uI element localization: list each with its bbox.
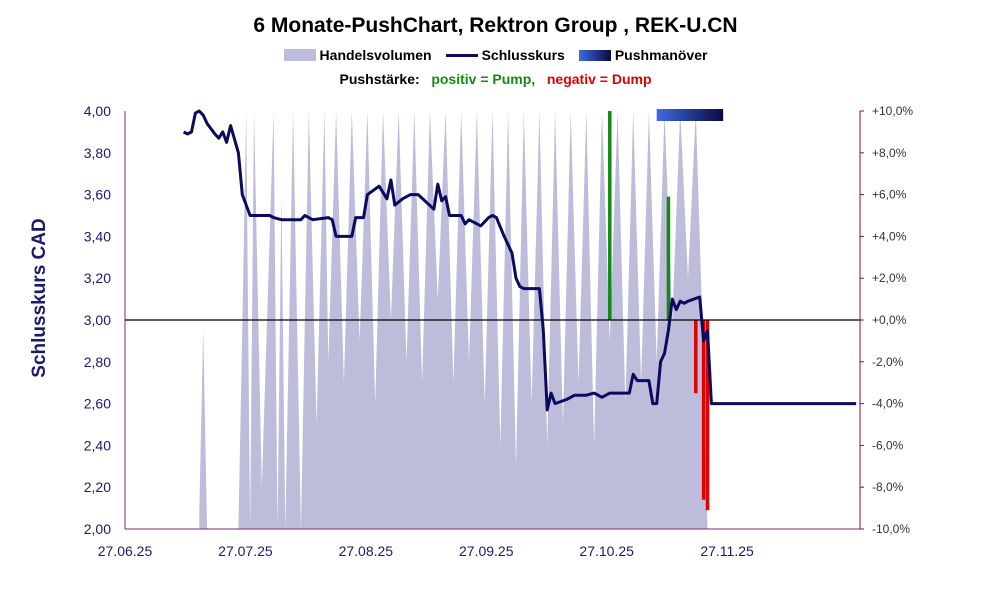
dump-bar <box>694 320 698 394</box>
legend-item-push: Pushmanöver <box>578 47 708 63</box>
legend-swatch-volume <box>283 49 316 61</box>
legend-item-volume: Handelsvolumen <box>283 47 432 63</box>
legend-swatch-push <box>578 49 611 61</box>
dump-bar <box>705 320 710 511</box>
y-tick-label: 4,00 <box>84 103 111 119</box>
x-tick-label: 27.11.25 <box>700 543 754 559</box>
y2-tick-label: -10,0% <box>872 522 910 536</box>
y2-tick-label: -8,0% <box>872 480 904 494</box>
volume-layer <box>199 111 708 529</box>
y-tick-label: 2,60 <box>84 396 111 412</box>
x-tick-label: 27.06.25 <box>98 543 153 559</box>
close-price-line <box>182 109 857 412</box>
y-tick-label: 3,80 <box>84 145 111 161</box>
y2-tick-label: +6,0% <box>872 188 907 202</box>
push-negative-label: negativ = Dump <box>546 71 652 87</box>
legend-swatch-close <box>445 53 478 57</box>
y-tick-label: 2,80 <box>84 354 111 370</box>
push-layer <box>608 109 724 511</box>
legend: Handelsvolumen Schlusskurs Pushmanöver <box>0 47 991 63</box>
y2-tick-label: -6,0% <box>872 438 904 452</box>
x-tick-label: 27.09.25 <box>459 543 514 559</box>
legend-label-close: Schlusskurs <box>481 47 565 63</box>
push-strength-label: Pushstärke: <box>339 71 420 87</box>
y-tick-label: 3,60 <box>84 187 111 203</box>
y2-tick-label: +8,0% <box>872 146 907 160</box>
legend-item-close: Schlusskurs <box>445 47 565 63</box>
dump-bar <box>701 320 706 500</box>
y2-tick-label: +0,0% <box>872 313 907 327</box>
y2-tick-label: -2,0% <box>872 355 904 369</box>
tick-layer: 4,00 3,80 3,60 3,40 3,20 3,00 2,80 2,60 2,40 2,20… <box>84 103 914 559</box>
pump-bar <box>608 111 612 320</box>
pump-bar <box>666 196 671 320</box>
y-tick-label: 3,20 <box>84 270 111 286</box>
push-period-bar <box>656 109 724 121</box>
push-positive-label: positiv = Pump, <box>431 71 536 87</box>
chart-title: 6 Monate-PushChart, Rektron Group , REK-… <box>253 14 738 37</box>
y2-tick-label: -4,0% <box>872 397 904 411</box>
legend-label-push: Pushmanöver <box>614 47 708 63</box>
y-tick-label: 2,20 <box>84 479 111 495</box>
volume-area <box>199 111 708 529</box>
x-tick-label: 27.07.25 <box>218 543 273 559</box>
legend-label-volume: Handelsvolumen <box>319 47 432 63</box>
y-tick-label: 3,40 <box>84 228 111 244</box>
y-tick-label: 3,00 <box>84 312 111 328</box>
x-tick-label: 27.10.25 <box>579 543 634 559</box>
y-tick-label: 2,40 <box>84 437 111 453</box>
y2-tick-label: +4,0% <box>872 229 907 243</box>
y-tick-label: 2,00 <box>84 521 111 537</box>
close-line-layer <box>182 109 857 412</box>
y2-tick-label: +10,0% <box>872 104 913 118</box>
y2-tick-label: +2,0% <box>872 271 907 285</box>
x-tick-label: 27.08.25 <box>339 543 394 559</box>
push-strength-note: Pushstärke: positiv = Pump, negativ = Du… <box>0 71 991 87</box>
